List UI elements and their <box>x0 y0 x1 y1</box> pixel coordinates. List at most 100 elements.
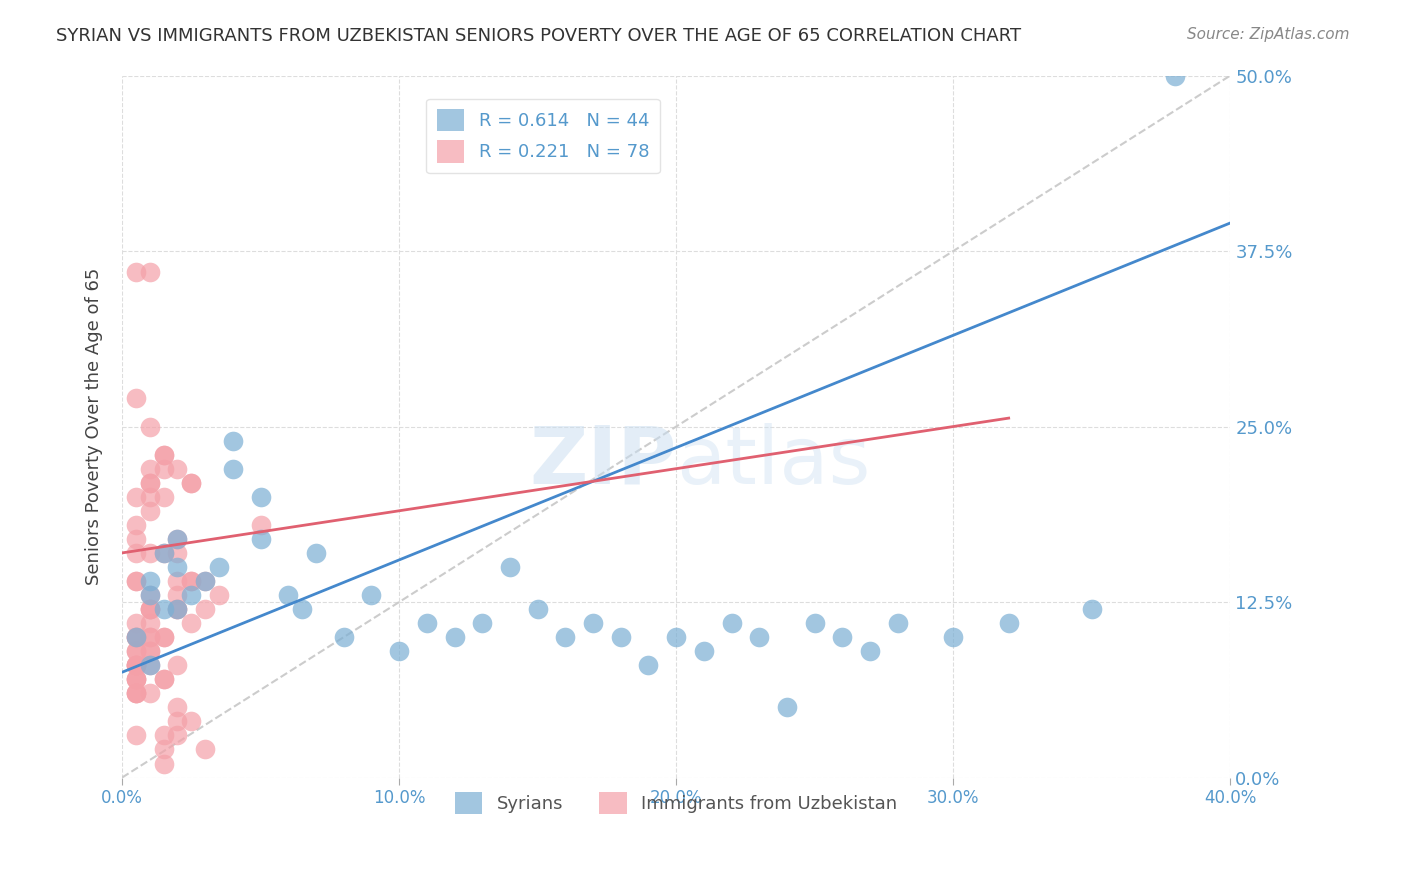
Point <box>125 644 148 658</box>
Point <box>139 602 162 616</box>
Point <box>125 630 148 644</box>
Text: SYRIAN VS IMMIGRANTS FROM UZBEKISTAN SENIORS POVERTY OVER THE AGE OF 65 CORRELAT: SYRIAN VS IMMIGRANTS FROM UZBEKISTAN SEN… <box>56 27 1021 45</box>
Point <box>139 265 162 279</box>
Point <box>360 588 382 602</box>
Point <box>125 686 148 700</box>
Point <box>665 630 688 644</box>
Point <box>152 546 174 560</box>
Point <box>291 602 314 616</box>
Point <box>194 602 217 616</box>
Point <box>471 616 494 631</box>
Point <box>152 756 174 771</box>
Point <box>125 546 148 560</box>
Point <box>125 686 148 700</box>
Point <box>139 602 162 616</box>
Point <box>222 461 245 475</box>
Point <box>166 574 188 588</box>
Point <box>152 448 174 462</box>
Point <box>693 644 716 658</box>
Point <box>152 546 174 560</box>
Point <box>125 673 148 687</box>
Point <box>139 461 162 475</box>
Point <box>180 475 202 490</box>
Point <box>152 630 174 644</box>
Point <box>637 658 659 673</box>
Point <box>208 560 231 574</box>
Point <box>139 658 162 673</box>
Point <box>139 490 162 504</box>
Point <box>125 673 148 687</box>
Point <box>125 644 148 658</box>
Text: ZIP: ZIP <box>529 423 676 500</box>
Point <box>859 644 882 658</box>
Point <box>249 532 271 546</box>
Point <box>887 616 910 631</box>
Point <box>166 532 188 546</box>
Point <box>332 630 354 644</box>
Point <box>125 532 148 546</box>
Point <box>152 448 174 462</box>
Point <box>776 700 799 714</box>
Point <box>125 517 148 532</box>
Point <box>997 616 1019 631</box>
Point <box>1081 602 1104 616</box>
Point <box>166 588 188 602</box>
Point <box>139 574 162 588</box>
Point <box>139 630 162 644</box>
Point <box>152 673 174 687</box>
Point <box>180 574 202 588</box>
Point <box>194 574 217 588</box>
Point <box>125 658 148 673</box>
Point <box>152 490 174 504</box>
Point <box>166 602 188 616</box>
Point <box>125 658 148 673</box>
Point <box>582 616 605 631</box>
Point <box>139 419 162 434</box>
Point <box>803 616 825 631</box>
Point <box>139 630 162 644</box>
Point <box>139 644 162 658</box>
Point <box>942 630 965 644</box>
Point <box>125 630 148 644</box>
Point <box>125 686 148 700</box>
Point <box>125 392 148 406</box>
Point <box>277 588 299 602</box>
Point <box>152 673 174 687</box>
Y-axis label: Seniors Poverty Over the Age of 65: Seniors Poverty Over the Age of 65 <box>86 268 103 585</box>
Point <box>610 630 633 644</box>
Point <box>1164 69 1187 83</box>
Point <box>139 602 162 616</box>
Point <box>222 434 245 448</box>
Point <box>166 728 188 742</box>
Point <box>125 490 148 504</box>
Point <box>139 616 162 631</box>
Point <box>194 574 217 588</box>
Point <box>499 560 522 574</box>
Point <box>139 588 162 602</box>
Point <box>416 616 439 631</box>
Point <box>139 644 162 658</box>
Point <box>125 574 148 588</box>
Point <box>166 461 188 475</box>
Point <box>831 630 853 644</box>
Point <box>125 630 148 644</box>
Point <box>526 602 548 616</box>
Point <box>152 602 174 616</box>
Point <box>152 461 174 475</box>
Point <box>194 742 217 756</box>
Point <box>180 475 202 490</box>
Point <box>125 616 148 631</box>
Point <box>139 658 162 673</box>
Point <box>166 714 188 729</box>
Point <box>166 602 188 616</box>
Point <box>139 546 162 560</box>
Point <box>166 658 188 673</box>
Point <box>166 700 188 714</box>
Point <box>443 630 465 644</box>
Point <box>166 532 188 546</box>
Point <box>152 728 174 742</box>
Point <box>139 504 162 518</box>
Point <box>208 588 231 602</box>
Point <box>166 602 188 616</box>
Point <box>139 475 162 490</box>
